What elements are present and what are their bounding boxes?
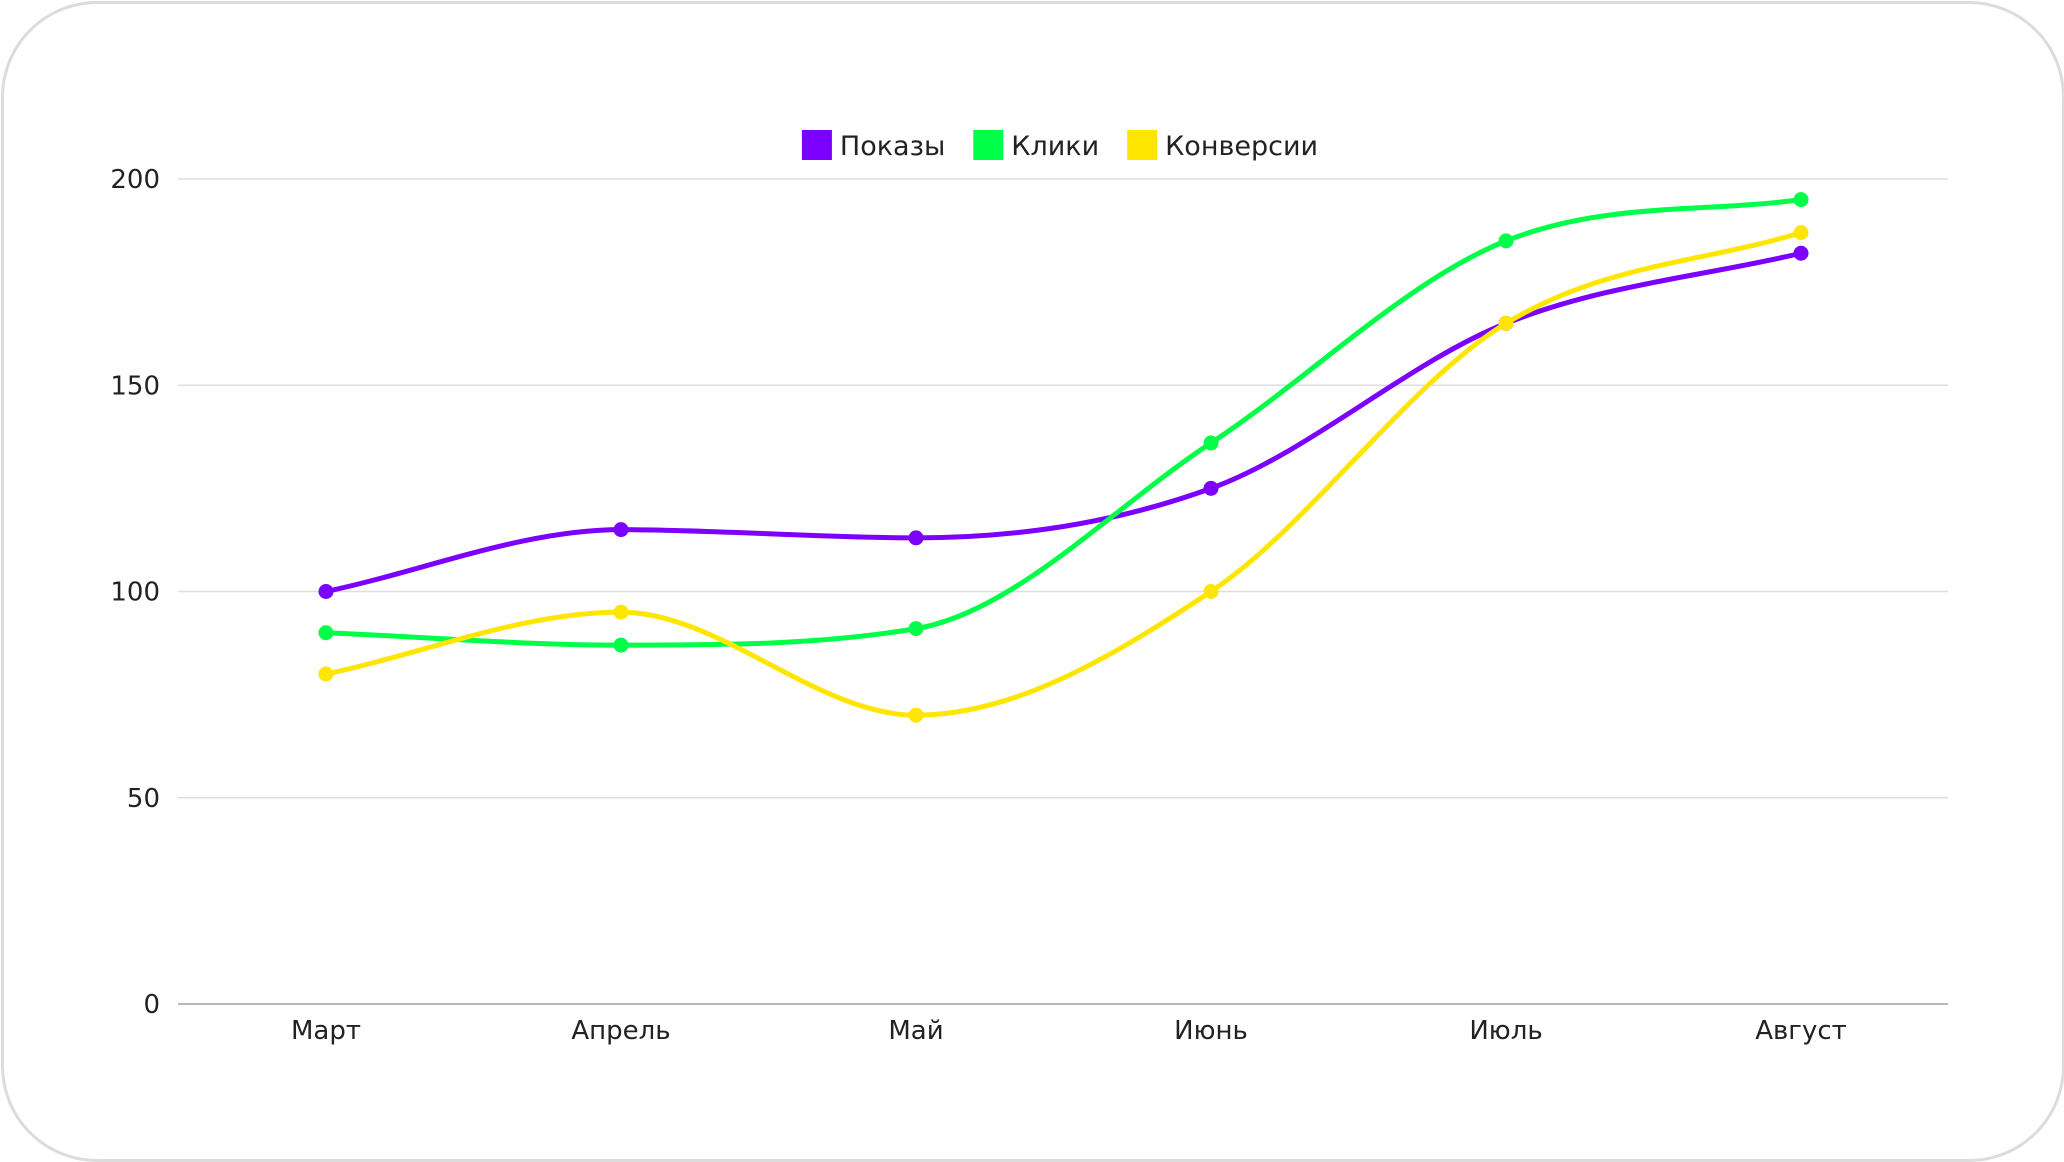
data-point[interactable]	[1203, 480, 1219, 496]
y-tick-label: 150	[110, 371, 160, 401]
data-point[interactable]	[1793, 225, 1809, 241]
data-point[interactable]	[908, 707, 924, 723]
data-point[interactable]	[908, 530, 924, 546]
data-point[interactable]	[1793, 245, 1809, 261]
legend-item[interactable]: Конверсии	[1127, 130, 1318, 162]
y-tick-label: 0	[143, 990, 160, 1020]
data-point[interactable]	[1498, 233, 1514, 249]
series-lines	[318, 192, 1809, 723]
x-axis-tick-labels: Март Апрель Май Июнь Июль Август	[291, 1016, 1847, 1046]
legend-label: Конверсии	[1165, 131, 1318, 162]
y-tick-label: 50	[127, 784, 160, 814]
legend-swatch	[801, 130, 832, 160]
y-tick-label: 100	[110, 578, 160, 608]
x-tick-label: Август	[1755, 1016, 1847, 1046]
data-point[interactable]	[1203, 584, 1219, 599]
series-line	[323, 250, 1804, 594]
legend-item[interactable]: Показы	[801, 130, 945, 162]
legend-swatch	[1127, 130, 1158, 160]
data-point[interactable]	[613, 604, 629, 620]
data-point[interactable]	[318, 666, 334, 682]
legend-swatch	[973, 130, 1004, 160]
data-point[interactable]	[318, 625, 334, 641]
grid-lines	[178, 178, 1948, 1005]
y-tick-label: 200	[110, 165, 160, 195]
data-point[interactable]	[908, 621, 924, 637]
y-axis-tick-labels: 0 50 100 150 200	[110, 165, 160, 1020]
legend[interactable]: Показы Клики Конверсии	[801, 130, 1318, 162]
x-tick-label: Июнь	[1174, 1016, 1248, 1046]
data-point[interactable]	[1498, 315, 1514, 331]
x-tick-label: Март	[291, 1016, 361, 1046]
x-tick-label: Май	[888, 1016, 943, 1046]
series-2	[318, 192, 1809, 653]
series-3	[318, 225, 1809, 723]
x-tick-label: Апрель	[571, 1016, 670, 1046]
series-1	[318, 245, 1809, 599]
legend-label: Показы	[840, 131, 945, 162]
data-point[interactable]	[1793, 192, 1809, 208]
legend-label: Клики	[1011, 131, 1099, 162]
data-point[interactable]	[318, 584, 334, 599]
series-line	[323, 230, 1804, 718]
series-line	[323, 197, 1804, 648]
data-point[interactable]	[613, 637, 629, 653]
legend-item[interactable]: Клики	[973, 130, 1099, 162]
data-point[interactable]	[613, 522, 629, 538]
data-point[interactable]	[1203, 435, 1219, 451]
x-tick-label: Июль	[1469, 1016, 1542, 1046]
